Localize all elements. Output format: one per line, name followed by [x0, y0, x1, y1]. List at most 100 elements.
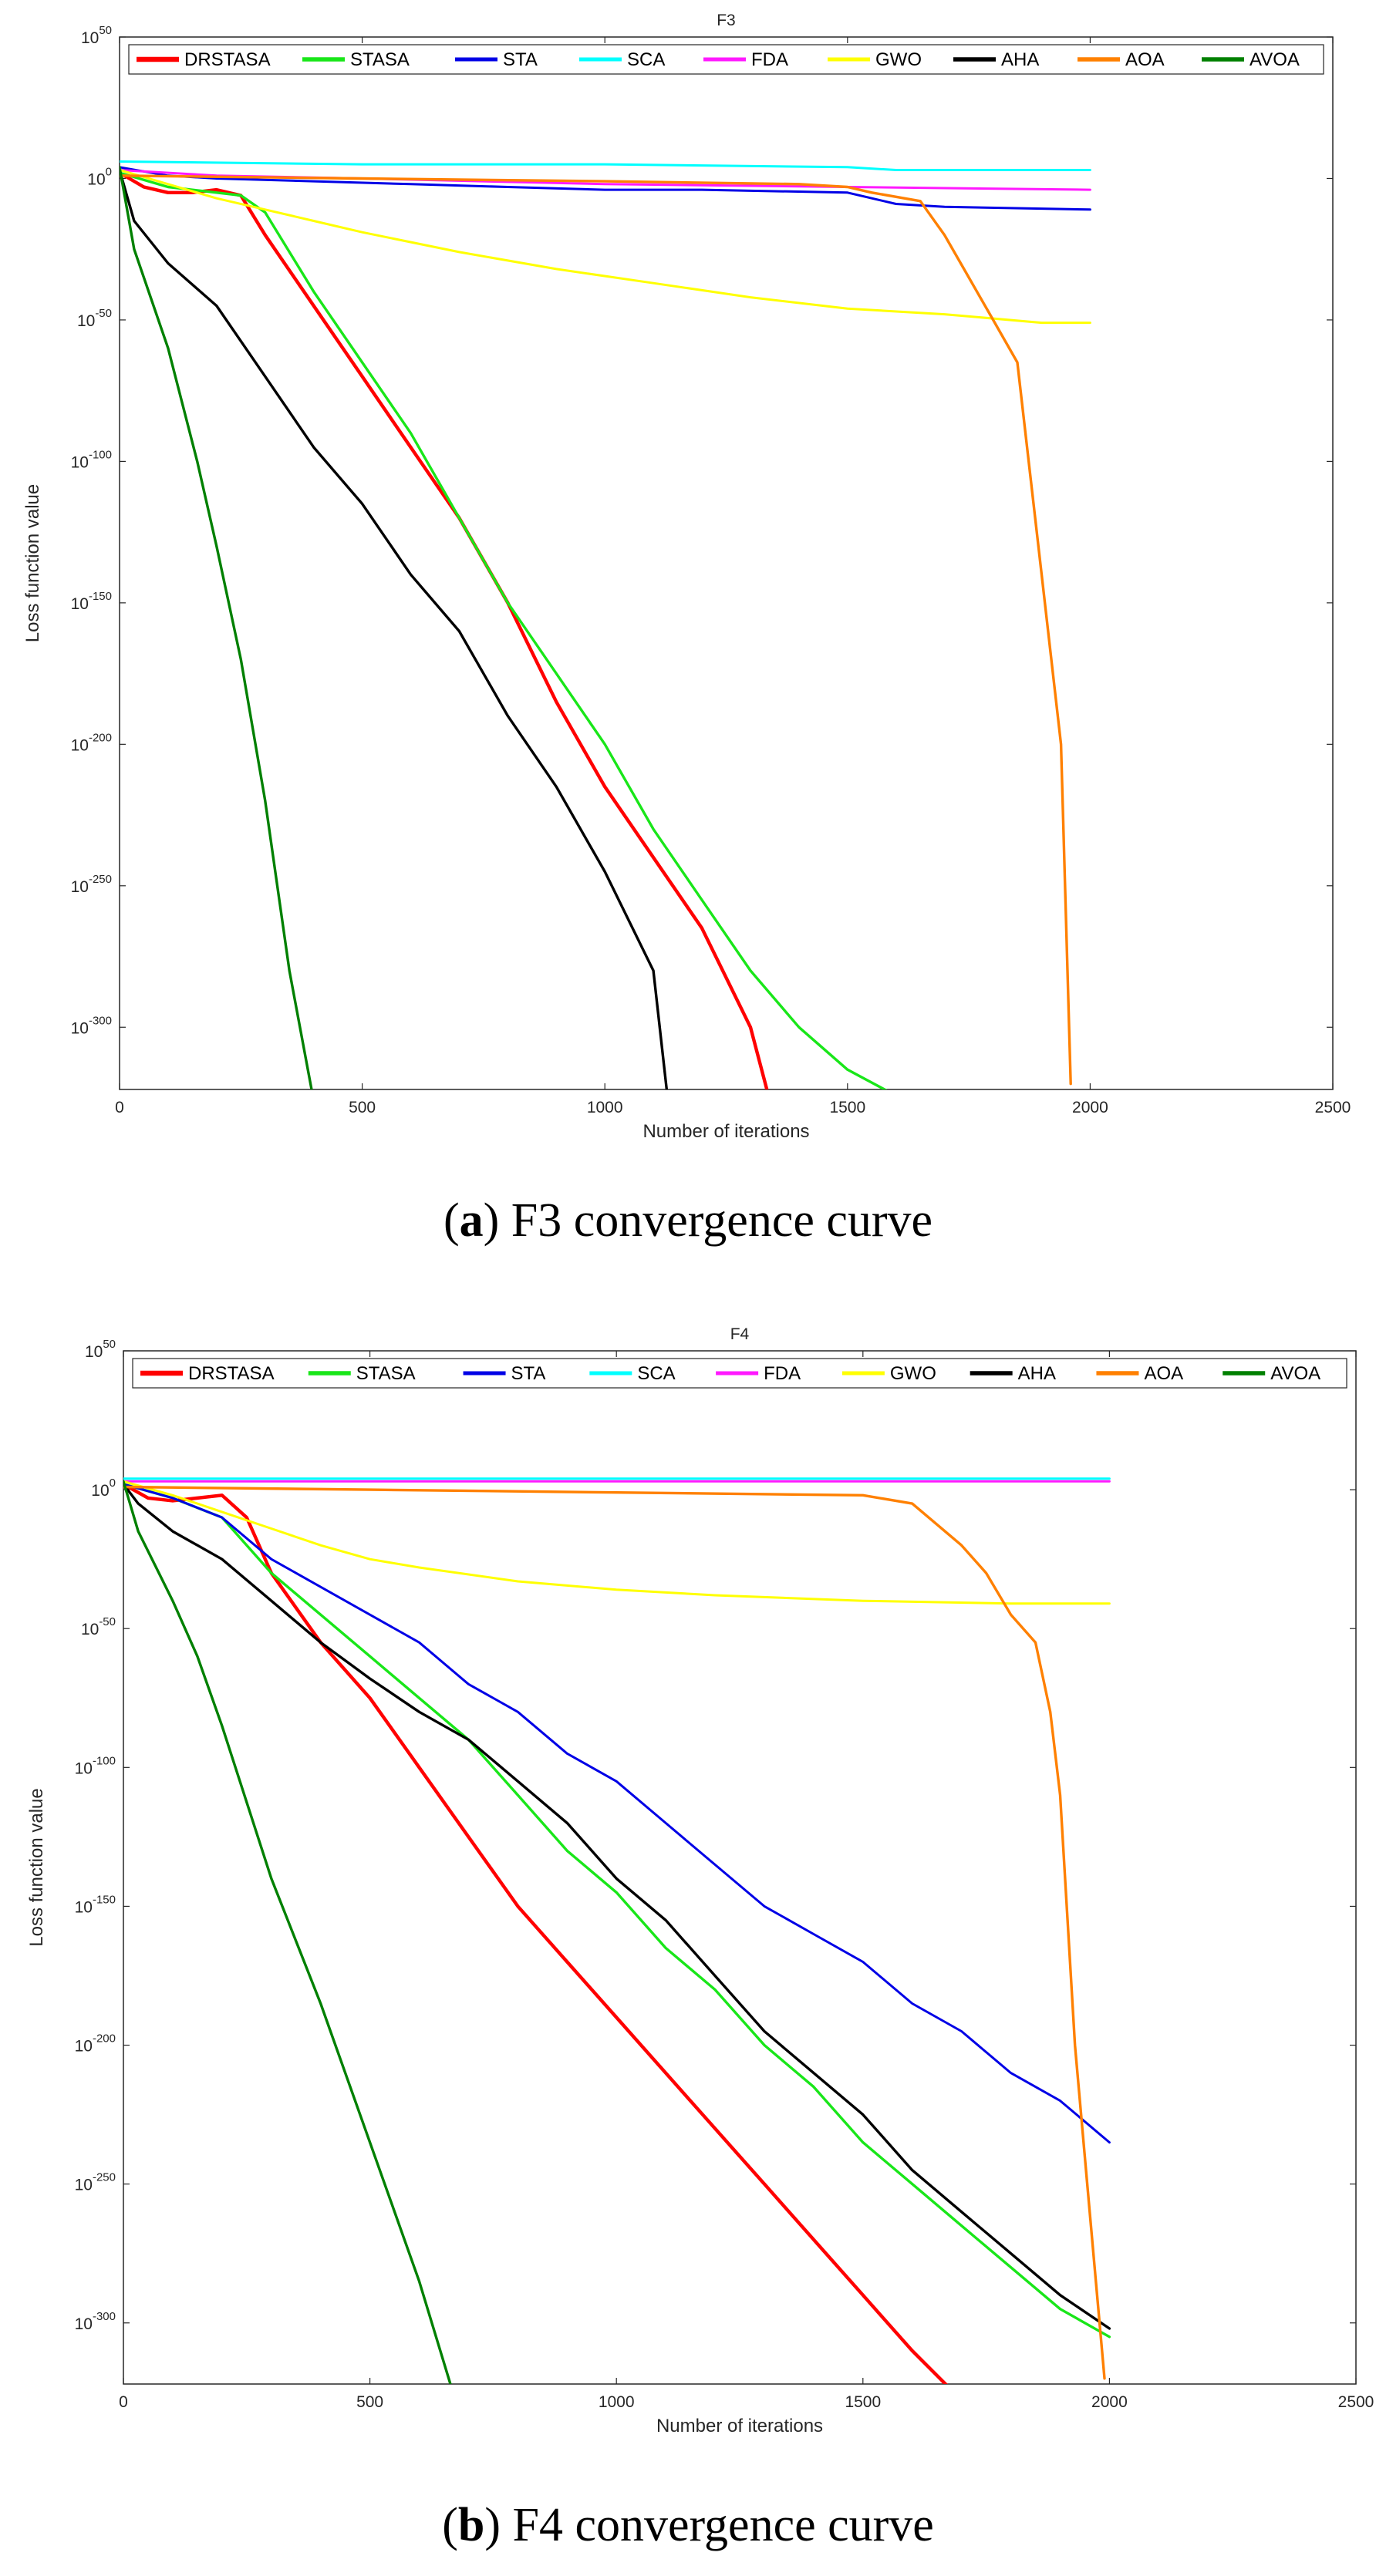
legend-label: DRSTASA — [184, 49, 271, 70]
series-line-drstasa — [120, 170, 769, 1089]
chart-f4: F4 0 500 1000 1500 2000 2500 1050 100 10-50 10-100… — [26, 1325, 1374, 2436]
series-line-stasa — [123, 1483, 1111, 2339]
y-axis-label: Loss function value — [22, 484, 43, 642]
chart-f3: F3 0 500 1000 1500 2000 2500 1050 100 10-50 10-100… — [22, 12, 1351, 1142]
legend-label: DRSTASA — [188, 1363, 275, 1384]
x-tick-label: 1000 — [599, 2393, 635, 2411]
y-tick-label: 10-300 — [71, 1014, 112, 1037]
series-line-aoa — [120, 174, 1072, 1086]
y-tick-label: 10-150 — [75, 1893, 116, 1916]
legend-item-aha: AHA — [953, 49, 1039, 70]
legend-item-sca: SCA — [579, 49, 665, 70]
caption-a-letter: a — [459, 1194, 484, 1247]
legend-label: STA — [511, 1363, 546, 1384]
legend-label: AHA — [1018, 1363, 1056, 1384]
y-tick-label: 100 — [87, 165, 112, 188]
legend-label: AVOA — [1250, 49, 1300, 70]
legend-item-stasa: STASA — [308, 1363, 416, 1384]
series-line-fda — [120, 169, 1091, 191]
legend-item-aha: AHA — [970, 1363, 1056, 1384]
series-line-avoa — [120, 166, 313, 1089]
y-tick-label: 1050 — [81, 24, 112, 47]
y-tick-label: 10-100 — [71, 448, 112, 471]
series-lines — [123, 1477, 1111, 2384]
legend: DRSTASA STASA STA SCA FDA GWO AHA AOA AVOA — [128, 44, 1324, 75]
series-line-aha — [120, 168, 669, 1089]
x-tick-label: 2500 — [1315, 1099, 1351, 1116]
series-line-sta — [120, 166, 1091, 211]
series-line-aha — [123, 1483, 1111, 2330]
legend-label: AVOA — [1270, 1363, 1320, 1384]
legend-item-fda: FDA — [703, 49, 788, 70]
caption-b-text: F4 convergence curve — [512, 2499, 934, 2551]
legend-label: AHA — [1001, 49, 1039, 70]
plot-area-box — [119, 36, 1334, 1090]
series-line-sta — [123, 1483, 1111, 2144]
x-axis-label: Number of iterations — [642, 1121, 809, 1142]
series-line-avoa — [123, 1480, 452, 2384]
y-tick-label: 1050 — [85, 1338, 116, 1361]
legend-label: SCA — [627, 49, 665, 70]
legend-item-fda: FDA — [716, 1363, 801, 1384]
legend-item-drstasa: DRSTASA — [140, 1363, 275, 1384]
y-tick-label: 10-250 — [75, 2171, 116, 2194]
legend-label: FDA — [764, 1363, 801, 1384]
y-tick-label: 10-250 — [71, 873, 112, 896]
legend-item-aoa: AOA — [1096, 1363, 1183, 1384]
series-lines — [120, 160, 1091, 1089]
x-tick-label: 500 — [356, 2393, 383, 2411]
legend-item-sta: STA — [455, 49, 538, 70]
legend-item-gwo: GWO — [828, 49, 922, 70]
y-tick-label: 100 — [91, 1477, 116, 1500]
x-tick-label: 1500 — [829, 1099, 865, 1116]
legend-item-gwo: GWO — [841, 1363, 936, 1384]
caption-a-text: F3 convergence curve — [511, 1194, 933, 1247]
y-tick-label: 10-50 — [77, 307, 112, 330]
legend-item-sca: SCA — [589, 1363, 676, 1384]
y-tick-label: 10-300 — [75, 2310, 116, 2333]
x-tick-label: 500 — [349, 1099, 376, 1116]
y-tick-label: 10-150 — [71, 590, 112, 613]
x-tick-label: 2000 — [1091, 2393, 1128, 2411]
legend-label: AOA — [1125, 49, 1165, 70]
series-line-stasa — [120, 171, 888, 1089]
series-line-aoa — [123, 1485, 1106, 2380]
series-line-gwo — [123, 1480, 1111, 1605]
x-tick-label: 0 — [115, 1099, 124, 1116]
x-axis-label: Number of iterations — [656, 2416, 823, 2436]
legend-item-avoa: AVOA — [1202, 49, 1300, 70]
legend-label: SCA — [637, 1363, 675, 1384]
legend-item-avoa: AVOA — [1223, 1363, 1320, 1384]
legend-label: AOA — [1144, 1363, 1183, 1384]
legend-label: GWO — [890, 1363, 936, 1384]
caption-a: (a) F3 convergence curve — [443, 1194, 933, 1247]
x-tick-label: 2500 — [1338, 2393, 1374, 2411]
chart-title: F3 — [717, 12, 736, 29]
y-tick-label: 10-200 — [71, 731, 112, 754]
y-tick-label: 10-200 — [75, 2032, 116, 2056]
y-axis-label: Loss function value — [26, 1788, 47, 1946]
legend: DRSTASA STASA STA SCA FDA GWO AHA AOA AVOA — [132, 1358, 1347, 1389]
x-tick-label: 2000 — [1072, 1099, 1108, 1116]
series-line-sca — [120, 160, 1091, 171]
legend-label: GWO — [875, 49, 922, 70]
plot-area-box — [123, 1350, 1357, 2385]
chart-title: F4 — [730, 1325, 750, 1343]
caption-b: (b) F4 convergence curve — [442, 2499, 934, 2551]
x-tick-label: 0 — [119, 2393, 128, 2411]
y-tick-label: 10-50 — [81, 1615, 116, 1638]
legend-label: STA — [503, 49, 538, 70]
series-line-drstasa — [123, 1482, 948, 2384]
x-tick-label: 1000 — [587, 1099, 623, 1116]
legend-item-drstasa: DRSTASA — [137, 49, 271, 70]
caption-b-letter: b — [457, 2499, 485, 2551]
legend-item-stasa: STASA — [302, 49, 410, 70]
x-tick-label: 1500 — [845, 2393, 881, 2411]
legend-item-aoa: AOA — [1078, 49, 1165, 70]
series-line-gwo — [120, 169, 1091, 325]
y-tick-label: 10-100 — [75, 1754, 116, 1777]
legend-label: STASA — [350, 49, 410, 70]
legend-label: STASA — [356, 1363, 416, 1384]
legend-item-sta: STA — [463, 1363, 546, 1384]
